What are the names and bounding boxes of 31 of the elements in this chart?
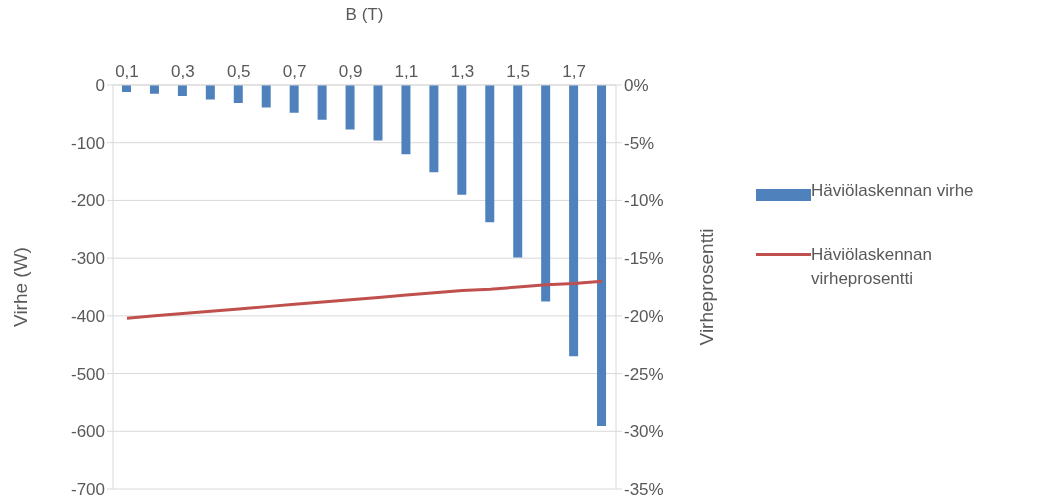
y-tick-label: -200 [70,191,105,211]
y2-tick-label: -30% [624,422,664,442]
y2-axis-title: Virheprosentti [695,228,717,346]
x-tick-label: 0,7 [282,62,307,81]
x-tick-label: 0,5 [226,62,251,81]
y2-tick-label: 0% [624,76,649,96]
y2-tick-label: -5% [624,133,655,153]
x-tick-label: 0,3 [171,62,195,81]
x-tick-label: 1,5 [506,62,531,81]
x-axis-title: B (T) [345,5,384,25]
y2-tick-label: -20% [624,306,664,326]
y2-tick-label: -10% [624,191,664,211]
y-tick-label: -100 [70,133,105,153]
x-tick-label: 1,3 [450,62,475,81]
x-tick-label: 1,7 [562,62,586,81]
legend-label: Häviölaskennan virheprosentti [811,243,933,290]
y-tick-label: -500 [70,364,105,384]
y-axis-title: Virhe (W) [9,247,31,327]
y2-tick-label: -15% [624,249,664,269]
x-tick-label: 0,1 [115,62,139,81]
line-series [125,279,604,320]
y-tick-label: 0 [95,76,105,96]
y-tick-label: -400 [70,306,105,326]
y-tick-label: -600 [70,422,105,442]
legend-label: Häviölaskennan virhe [811,179,974,202]
y-tick-label: -300 [70,249,105,269]
x-tick-label: 1,1 [394,62,419,81]
x-tick-label: 0,9 [338,62,363,81]
y-tick-label: -700 [70,480,105,500]
y2-tick-label: -25% [624,364,664,384]
y2-tick-label: -35% [624,480,664,500]
